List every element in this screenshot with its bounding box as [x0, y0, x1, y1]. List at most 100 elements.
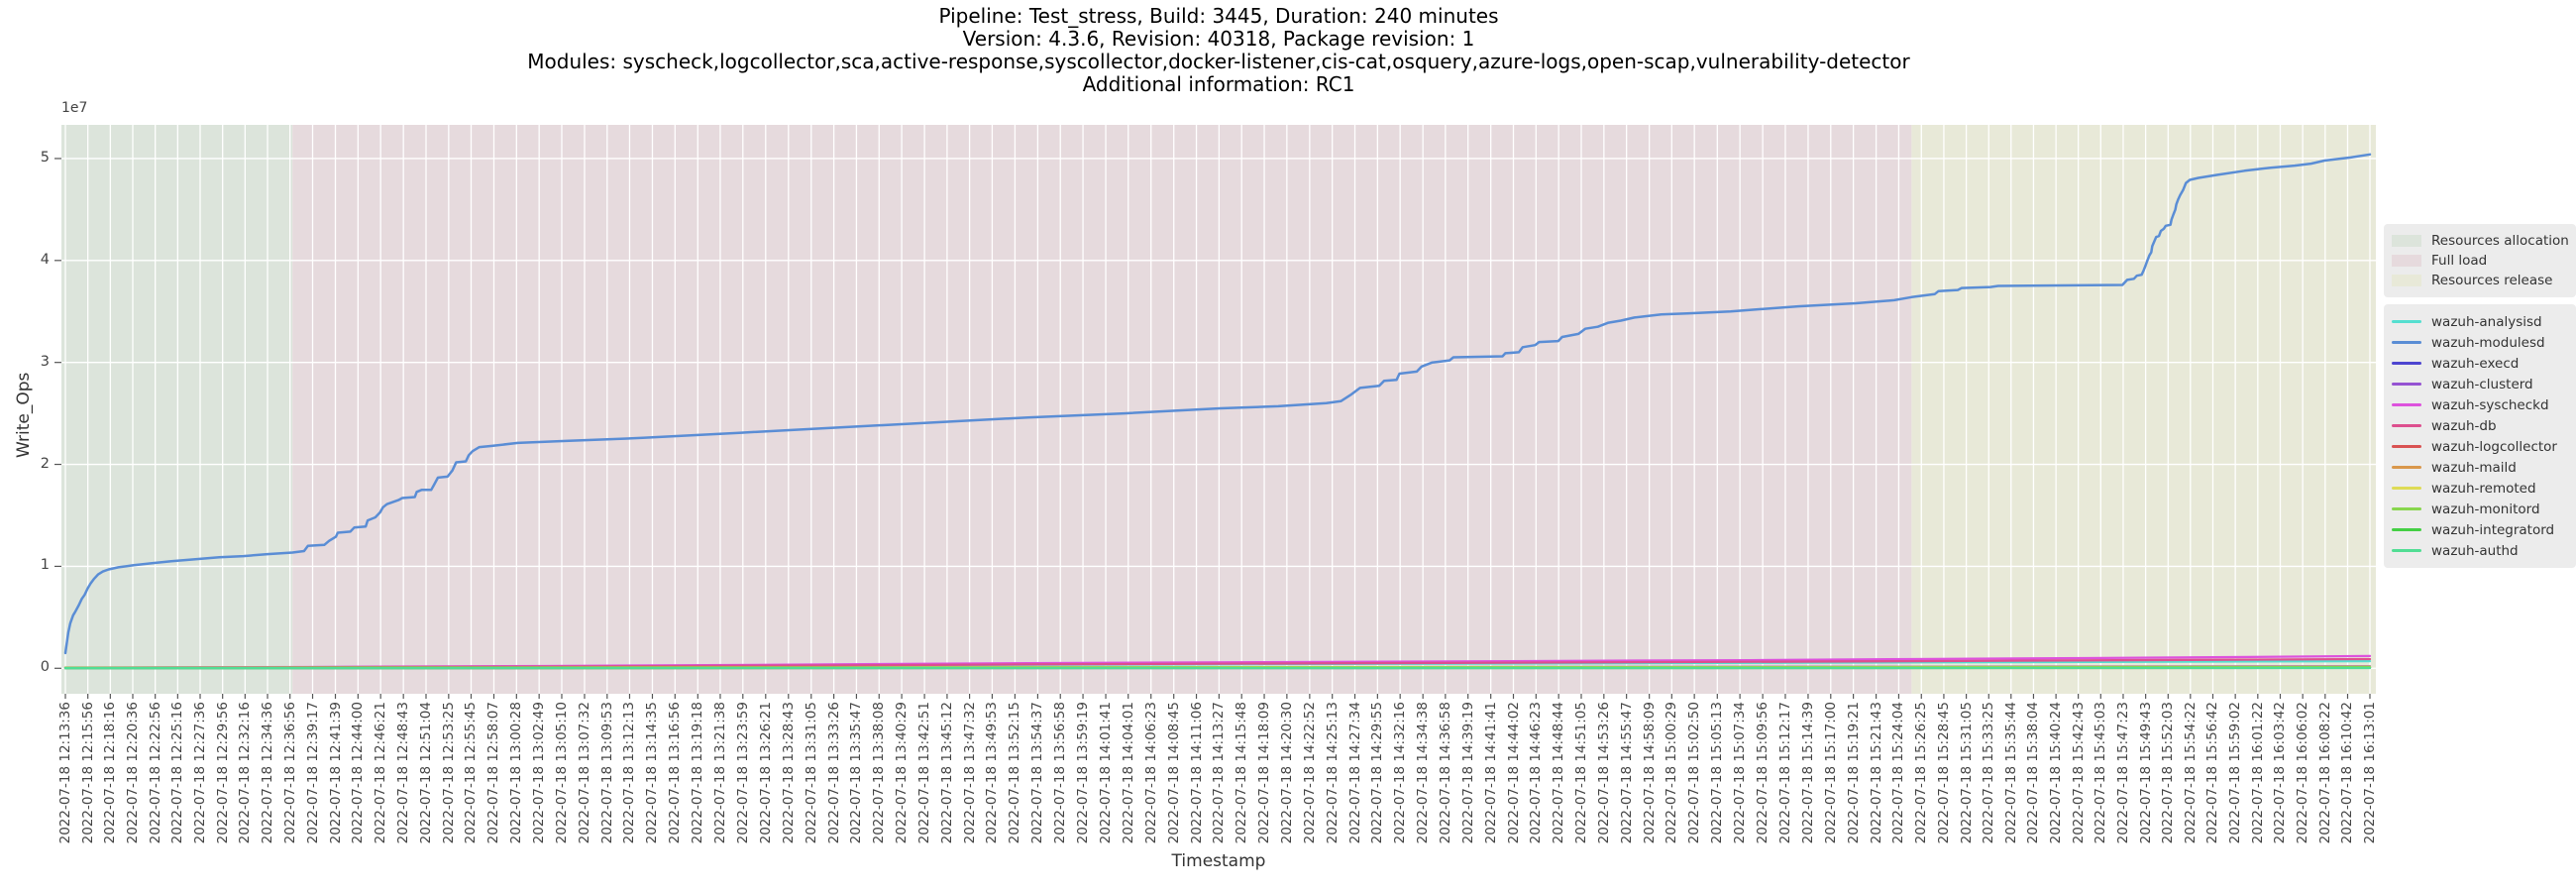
x-tick-label: 2022-07-18 14:11:06	[1188, 702, 1205, 844]
x-tick-label: 2022-07-18 15:52:03	[2160, 702, 2177, 844]
x-tick-label: 2022-07-18 15:26:25	[1913, 702, 1930, 844]
legend-series-label: wazuh-syscheckd	[2431, 396, 2549, 413]
x-tick-label: 2022-07-18 15:07:34	[1732, 702, 1749, 844]
x-tick-label: 2022-07-18 13:52:15	[1007, 702, 1023, 844]
y-tick-label: 3	[40, 353, 50, 370]
legend-series-line-swatch	[2392, 403, 2421, 406]
legend-item-series: wazuh-monitord	[2392, 499, 2568, 519]
x-tick-label: 2022-07-18 13:19:18	[690, 702, 706, 844]
legend-series-label: wazuh-logcollector	[2431, 438, 2557, 455]
y-tick-label: 4	[40, 251, 50, 268]
x-tick-label: 2022-07-18 15:56:42	[2204, 702, 2221, 844]
x-tick-label: 2022-07-18 13:47:32	[961, 702, 978, 844]
x-tick-label: 2022-07-18 15:21:43	[1868, 702, 1884, 844]
x-tick-label: 2022-07-18 13:45:12	[938, 702, 955, 844]
x-tick-label: 2022-07-18 14:20:30	[1278, 702, 1295, 844]
x-tick-label: 2022-07-18 13:49:53	[984, 702, 1001, 844]
x-tick-label: 2022-07-18 13:16:56	[667, 702, 684, 844]
legend-series-line-swatch	[2392, 320, 2421, 323]
x-tick-label: 2022-07-18 15:28:45	[1935, 702, 1952, 844]
x-tick-label: 2022-07-18 13:12:13	[621, 702, 638, 844]
x-tick-label: 2022-07-18 15:24:04	[1890, 702, 1907, 844]
x-tick-label: 2022-07-18 14:29:55	[1369, 702, 1386, 844]
x-tick-label: 2022-07-18 12:34:36	[260, 702, 276, 844]
x-tick-label: 2022-07-18 16:13:01	[2362, 702, 2378, 844]
legend-series-label: wazuh-analysisd	[2431, 313, 2542, 330]
legend-region-label: Resources allocation	[2431, 233, 2569, 249]
legend-series-line-swatch	[2392, 383, 2421, 386]
legend-series-line-swatch	[2392, 445, 2421, 448]
legend-series-label: wazuh-authd	[2431, 542, 2519, 559]
x-tick-label: 2022-07-18 14:25:13	[1324, 702, 1341, 844]
title-line-1: Pipeline: Test_stress, Build: 3445, Dura…	[938, 4, 1499, 28]
x-tick-label: 2022-07-18 13:38:08	[871, 702, 888, 844]
regions-legend: Resources allocation Full load Resources r…	[2384, 224, 2576, 297]
x-tick-label: 2022-07-18 12:48:43	[395, 702, 412, 844]
x-tick-label: 2022-07-18 14:22:52	[1301, 702, 1318, 844]
x-tick-label: 2022-07-18 15:05:13	[1709, 702, 1726, 844]
x-tick-label: 2022-07-18 15:12:17	[1776, 702, 1793, 844]
legend-series-label: wazuh-monitord	[2431, 501, 2540, 517]
x-tick-label: 2022-07-18 15:59:02	[2227, 702, 2244, 844]
x-tick-label: 2022-07-18 14:18:09	[1256, 702, 1273, 844]
x-tick-label: 2022-07-18 13:59:19	[1075, 702, 1092, 844]
x-tick-label: 2022-07-18 14:34:38	[1415, 702, 1432, 844]
legend-item-series: wazuh-logcollector	[2392, 436, 2568, 457]
x-tick-label: 2022-07-18 14:13:27	[1211, 702, 1228, 844]
legend-series-label: wazuh-db	[2431, 417, 2497, 434]
region-band	[1911, 125, 2376, 694]
x-tick-label: 2022-07-18 15:42:43	[2070, 702, 2087, 844]
y-tick-label: 0	[40, 659, 50, 676]
x-tick-label: 2022-07-18 12:29:56	[214, 702, 231, 844]
x-tick-label: 2022-07-18 13:56:58	[1052, 702, 1069, 844]
legend-region-swatch	[2392, 255, 2421, 267]
legend-series-line-swatch	[2392, 507, 2421, 510]
x-tick-label: 2022-07-18 15:02:50	[1686, 702, 1703, 844]
x-tick-label: 2022-07-18 14:08:45	[1165, 702, 1182, 844]
legend-series-line-swatch	[2392, 487, 2421, 490]
x-tick-label: 2022-07-18 16:06:02	[2295, 702, 2311, 844]
series-legend: wazuh-analysisd wazuh-modulesd wazuh-execd…	[2384, 304, 2576, 568]
x-tick-label: 2022-07-18 13:21:38	[711, 702, 728, 844]
legend-series-label: wazuh-integratord	[2431, 521, 2555, 538]
x-tick-label: 2022-07-18 15:31:05	[1958, 702, 1975, 844]
legend-series-label: wazuh-execd	[2431, 355, 2520, 372]
x-tick-label: 2022-07-18 12:32:16	[237, 702, 254, 844]
legend-region-swatch	[2392, 275, 2421, 286]
legend-series-label: wazuh-modulesd	[2431, 334, 2545, 351]
x-tick-label: 2022-07-18 14:53:26	[1595, 702, 1612, 844]
x-tick-label: 2022-07-18 15:45:03	[2093, 702, 2109, 844]
x-tick-label: 2022-07-18 16:08:22	[2316, 702, 2333, 844]
x-tick-label: 2022-07-18 12:15:56	[79, 702, 96, 844]
x-tick-label: 2022-07-18 14:46:23	[1528, 702, 1545, 844]
legend-region-label: Resources release	[2431, 273, 2553, 288]
x-tick-label: 2022-07-18 13:33:26	[825, 702, 842, 844]
y-axis-offset-label: 1e7	[61, 100, 88, 116]
x-tick-label: 2022-07-18 12:22:56	[147, 702, 163, 844]
title-line-3: Modules: syscheck,logcollector,sca,activ…	[527, 50, 1910, 73]
x-tick-label: 2022-07-18 13:26:21	[757, 702, 774, 844]
x-tick-label: 2022-07-18 13:40:29	[894, 702, 911, 844]
x-tick-label: 2022-07-18 14:04:01	[1120, 702, 1136, 844]
x-tick-label: 2022-07-18 15:19:21	[1845, 702, 1862, 844]
legend-item-series: wazuh-authd	[2392, 540, 2568, 561]
x-tick-label: 2022-07-18 12:41:39	[327, 702, 344, 844]
legend-item-series: wazuh-integratord	[2392, 519, 2568, 540]
legend-item-series: wazuh-execd	[2392, 353, 2568, 374]
region-band	[61, 125, 293, 694]
x-tick-label: 2022-07-18 16:03:42	[2272, 702, 2289, 844]
x-tick-label: 2022-07-18 12:36:56	[281, 702, 298, 844]
x-tick-label: 2022-07-18 14:48:44	[1551, 702, 1567, 844]
x-tick-label: 2022-07-18 16:01:22	[2249, 702, 2266, 844]
y-tick-label: 5	[40, 149, 50, 166]
x-tick-label: 2022-07-18 12:18:16	[102, 702, 119, 844]
legend-series-label: wazuh-maild	[2431, 459, 2517, 476]
legend-series-line-swatch	[2392, 424, 2421, 427]
legend-item-region: Full load	[2392, 251, 2568, 271]
x-tick-label: 2022-07-18 12:13:36	[57, 702, 73, 844]
x-tick-label: 2022-07-18 13:31:05	[803, 702, 819, 844]
legend-series-line-swatch	[2392, 362, 2421, 365]
legend-series-label: wazuh-remoted	[2431, 480, 2536, 497]
legend-series-line-swatch	[2392, 466, 2421, 469]
